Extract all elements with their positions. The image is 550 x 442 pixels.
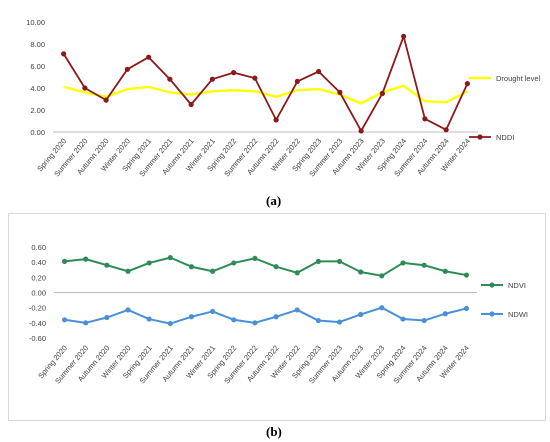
data-point: [358, 269, 364, 275]
y-tick-label: 2.00: [30, 106, 45, 115]
series-line-ndwi: [64, 306, 467, 325]
data-point: [421, 317, 427, 324]
data-point: [167, 320, 173, 327]
data-point: [146, 260, 152, 266]
data-point: [294, 78, 300, 84]
data-point: [336, 319, 343, 325]
data-point: [167, 76, 173, 82]
legend-label: NDDI: [496, 133, 514, 142]
y-tick-label: 6.00: [30, 62, 45, 71]
data-point: [188, 314, 195, 320]
data-point: [400, 316, 406, 322]
legend-label: NDVI: [508, 281, 526, 290]
data-point: [422, 116, 428, 122]
data-point: [188, 264, 195, 270]
data-point: [252, 320, 258, 326]
data-point: [358, 311, 364, 318]
data-point: [442, 311, 448, 317]
data-point: [104, 314, 110, 321]
data-point: [188, 101, 194, 108]
y-tick-label: 0.60: [31, 243, 46, 252]
data-point: [61, 51, 67, 57]
data-point: [379, 90, 385, 97]
data-point: [210, 268, 216, 274]
data-point: [146, 316, 152, 322]
data-point: [231, 260, 237, 266]
data-point: [104, 262, 110, 268]
y-tick-label: 8.00: [30, 40, 45, 49]
data-point: [252, 75, 258, 81]
data-point: [315, 258, 321, 265]
data-point: [443, 127, 449, 133]
data-point: [231, 70, 237, 76]
panel-label-a: (a): [266, 193, 282, 208]
data-point: [103, 97, 109, 103]
y-tick-label: 4.00: [30, 84, 45, 93]
chart-panel-b: 0.60 0.40 0.20 0.00 -0.20 -0.40 -0.60 Spring 20…: [8, 213, 546, 421]
data-point: [61, 317, 68, 323]
data-point: [209, 76, 215, 82]
data-point: [82, 85, 88, 91]
data-point: [124, 66, 130, 72]
data-point: [421, 262, 427, 268]
y-tick-label: -0.40: [29, 319, 46, 328]
y-tick-label: -0.60: [29, 334, 46, 343]
y-tick-label: 0.40: [31, 258, 46, 267]
data-point: [294, 307, 300, 313]
data-point: [167, 255, 173, 261]
data-point: [442, 268, 448, 274]
data-point: [400, 260, 406, 266]
y-tick-label: 10.00: [26, 18, 45, 27]
data-point: [316, 68, 322, 75]
y-tick-label: 0.00: [31, 289, 46, 298]
data-point: [125, 307, 131, 313]
data-point: [231, 317, 237, 323]
legend-marker: [489, 282, 495, 288]
data-point: [210, 308, 216, 315]
series-line-drought-level: [63, 84, 468, 105]
data-point: [336, 258, 343, 265]
data-point: [379, 273, 385, 279]
data-point: [273, 264, 279, 270]
data-point: [125, 268, 131, 274]
chart-panel-a: 10.00 8.00 6.00 4.00 2.00 0.00 Spring 2020 Summ…: [3, 3, 547, 188]
panel-label-b: (b): [266, 424, 282, 439]
data-point: [294, 270, 300, 276]
legend-label: Drought level: [496, 74, 541, 83]
data-point: [146, 54, 152, 60]
data-point: [358, 128, 364, 134]
data-point: [463, 272, 470, 278]
legend-marker: [489, 311, 495, 317]
y-tick-label: 0.20: [31, 273, 46, 282]
data-point: [61, 258, 68, 265]
data-point: [83, 256, 89, 262]
data-point: [337, 89, 343, 95]
data-point: [379, 305, 385, 311]
data-point: [273, 117, 279, 123]
data-point: [315, 317, 321, 324]
data-point: [273, 314, 279, 320]
data-point: [463, 305, 470, 312]
y-tick-label: -0.20: [29, 304, 46, 313]
legend-marker: [477, 134, 483, 140]
data-point: [464, 81, 470, 87]
legend-label: NDWI: [508, 310, 528, 319]
data-point: [83, 320, 89, 326]
series-line-nddi: [62, 35, 469, 132]
data-point: [252, 255, 258, 261]
series-line-ndvi: [64, 256, 467, 277]
data-point: [401, 33, 407, 39]
y-tick-label: 0.00: [30, 128, 45, 137]
